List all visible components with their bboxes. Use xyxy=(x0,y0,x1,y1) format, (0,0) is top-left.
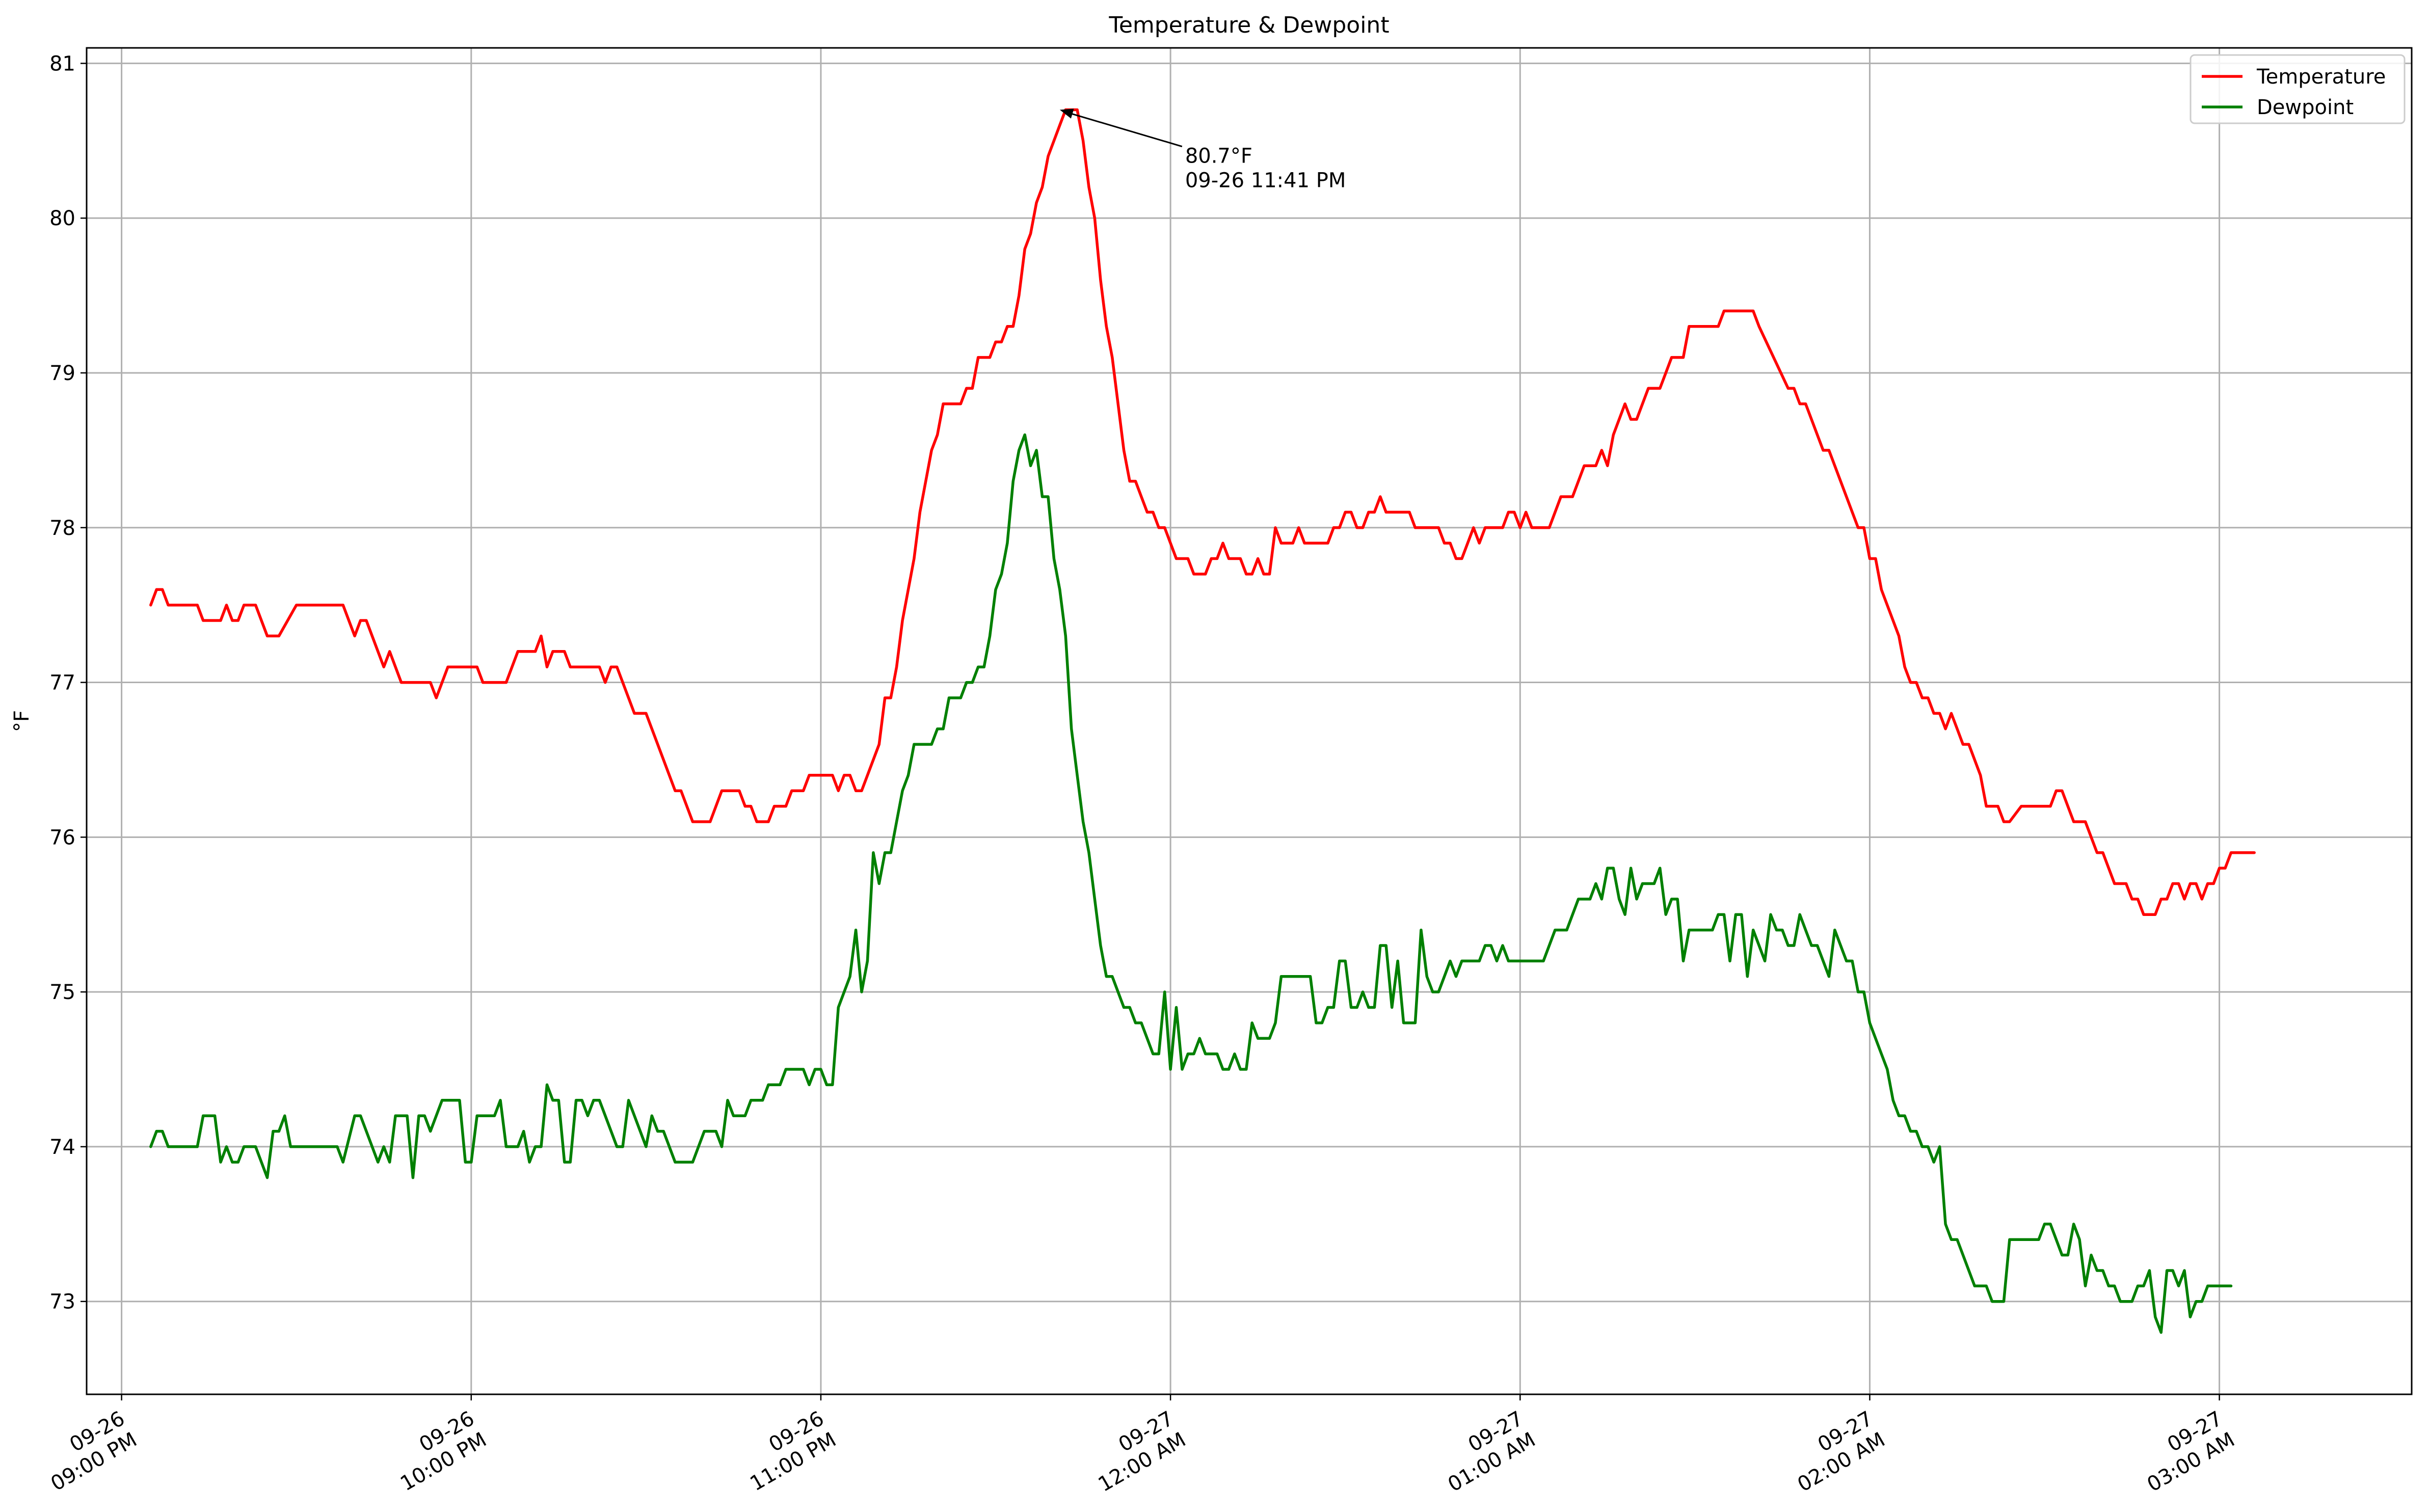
y-tick-label: 80 xyxy=(49,207,75,230)
annotation-arrow-head xyxy=(1059,109,1074,119)
peak-annotation: 80.7°F 09-26 11:41 PM xyxy=(1059,109,1346,193)
chart-title: Temperature & Dewpoint xyxy=(1108,12,1389,38)
grid-lines xyxy=(87,48,2412,1394)
y-tick-label: 75 xyxy=(49,981,75,1004)
legend-label-temperature: Temperature xyxy=(2256,65,2386,89)
series-lines xyxy=(149,108,2256,1334)
legend-box xyxy=(2190,54,2406,124)
legend-label-dewpoint: Dewpoint xyxy=(2257,96,2354,119)
plot-area-frame xyxy=(86,47,2413,1395)
y-tick-label: 74 xyxy=(49,1136,75,1159)
y-tick-label: 76 xyxy=(49,826,75,849)
y-tick-label: 77 xyxy=(49,671,75,695)
annotation-time-label: 09-26 11:41 PM xyxy=(1185,169,1346,193)
temperature-series-line xyxy=(149,108,2256,916)
annotation-arrow-line xyxy=(1066,112,1183,147)
y-axis: 73 74 75 76 77 78 79 80 81 xyxy=(49,52,87,1314)
y-tick-label: 81 xyxy=(49,52,75,75)
y-tick-label: 79 xyxy=(49,362,75,385)
dewpoint-series-line xyxy=(149,433,2233,1334)
y-tick-label: 78 xyxy=(49,517,75,540)
legend: Temperature Dewpoint xyxy=(2190,54,2406,124)
annotation-value-label: 80.7°F xyxy=(1185,145,1252,168)
y-axis-label: °F xyxy=(10,710,34,732)
y-tick-label: 73 xyxy=(49,1290,75,1314)
